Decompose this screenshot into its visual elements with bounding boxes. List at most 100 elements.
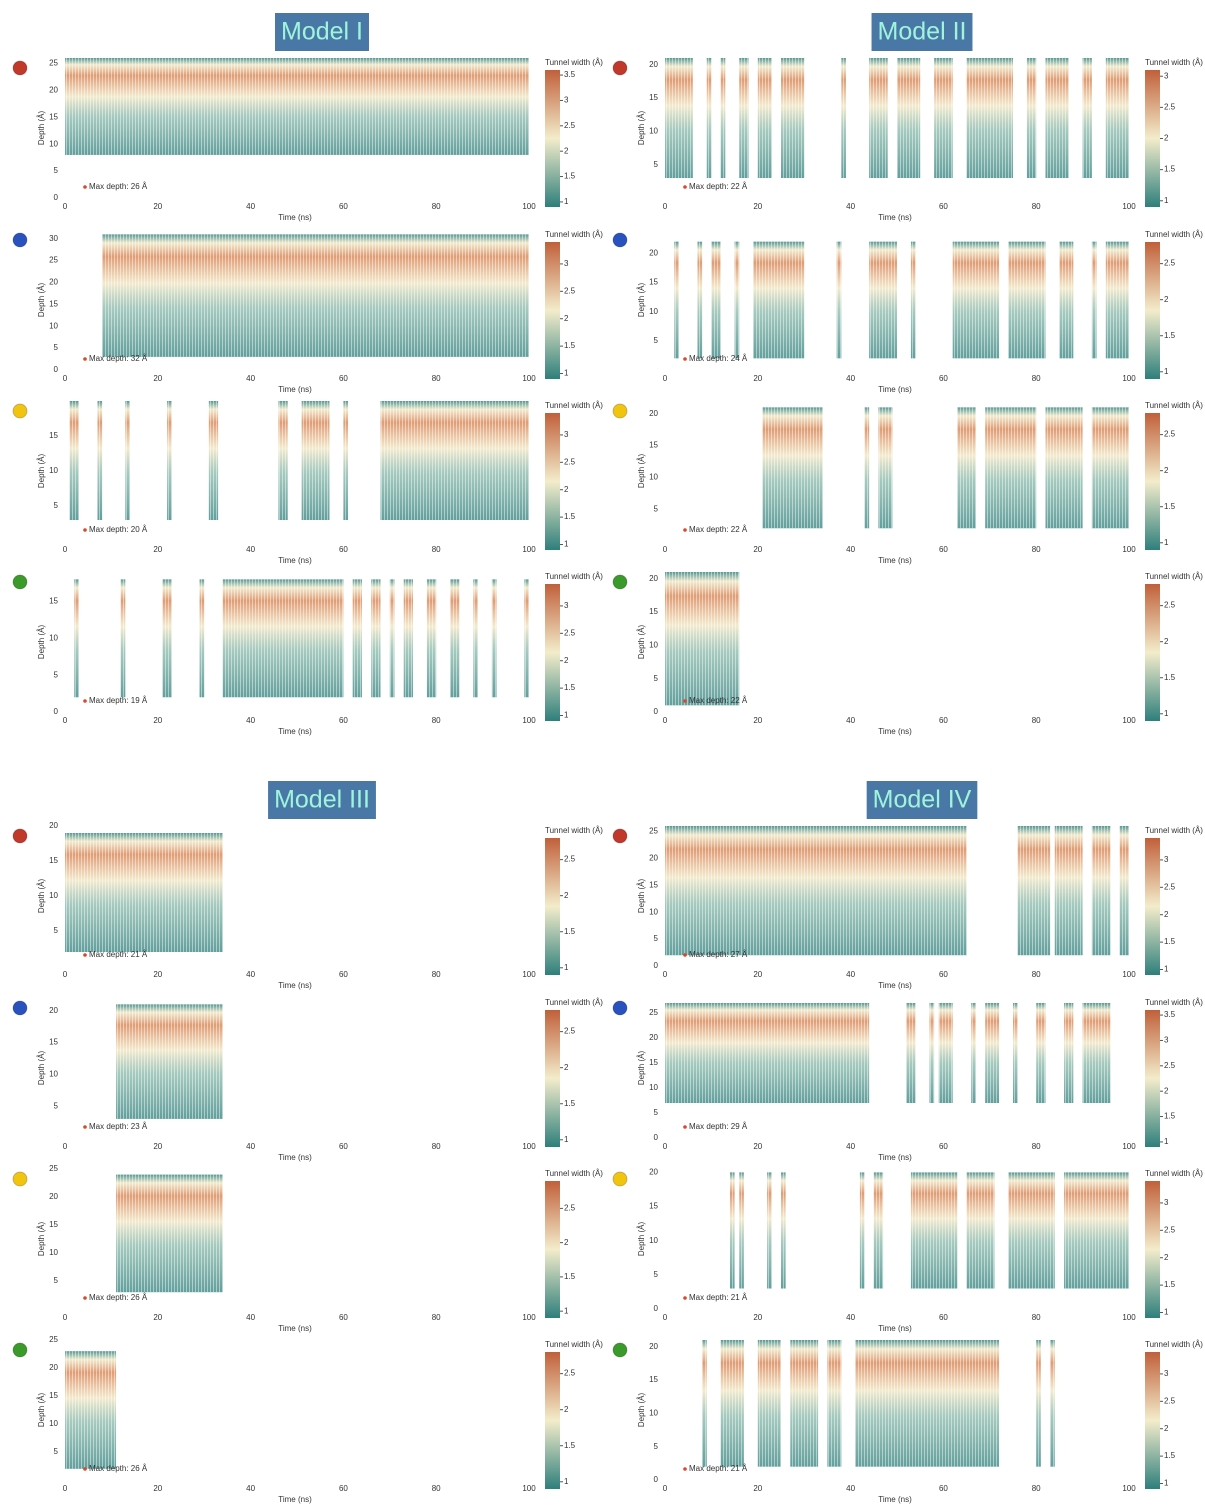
model-title-box (268, 781, 376, 819)
colorbar-title: Tunnel width (Å) (545, 401, 603, 410)
max-depth-label: Max depth: 20 Å (89, 525, 148, 534)
y-tick-label: 10 (649, 640, 658, 649)
texture (1091, 826, 1111, 956)
x-tick-label: 0 (63, 545, 68, 554)
y-tick-label: 25 (49, 1335, 58, 1344)
colorbar-title: Tunnel width (Å) (545, 998, 603, 1007)
max-depth-label: Max depth: 22 Å (689, 182, 748, 191)
y-tick-label: 5 (54, 1276, 59, 1285)
colorbar (1145, 242, 1160, 379)
texture (952, 241, 1000, 359)
colorbar-title: Tunnel width (Å) (1145, 1169, 1203, 1178)
colorbar-title: Tunnel width (Å) (545, 572, 603, 581)
max-depth-label: Max depth: 32 Å (89, 354, 148, 363)
x-tick-label: 80 (432, 1484, 441, 1493)
x-tick-label: 20 (153, 545, 162, 554)
texture (74, 579, 79, 698)
x-tick-label: 80 (1032, 970, 1041, 979)
x-tick-label: 60 (339, 1313, 348, 1322)
x-tick-label: 40 (246, 1313, 255, 1322)
max-depth-dot (683, 357, 687, 361)
y-tick-label: 20 (649, 248, 658, 257)
x-tick-label: 0 (663, 1313, 668, 1322)
texture (971, 1003, 976, 1103)
y-tick-label: 5 (54, 670, 59, 679)
x-tick-label: 0 (663, 374, 668, 383)
x-axis-label: Time (ns) (278, 1153, 312, 1162)
x-tick-label: 80 (1032, 716, 1041, 725)
x-axis-label: Time (ns) (278, 1495, 312, 1504)
y-axis-label: Depth (Å) (37, 1222, 46, 1257)
y-tick-label: 15 (649, 441, 658, 450)
y-tick-label: 15 (49, 1391, 58, 1400)
texture (873, 1172, 884, 1289)
x-axis-label: Time (ns) (278, 727, 312, 736)
y-tick-label: 10 (649, 1236, 658, 1245)
y-tick-label: 5 (54, 1101, 59, 1110)
max-depth-label: Max depth: 24 Å (689, 354, 748, 363)
colorbar (545, 838, 560, 975)
model-title-box (866, 781, 978, 819)
x-tick-label: 0 (663, 970, 668, 979)
y-tick-label: 0 (654, 707, 659, 716)
y-tick-label: 20 (649, 853, 658, 862)
x-tick-label: 0 (63, 716, 68, 725)
texture (1013, 1003, 1018, 1103)
colorbar-title: Tunnel width (Å) (545, 826, 603, 835)
colorbar-title: Tunnel width (Å) (1145, 230, 1203, 239)
colorbar (1145, 1181, 1160, 1318)
colorbar (1145, 70, 1160, 207)
texture (1008, 1172, 1055, 1289)
colorbar-tick-label: 2.5 (564, 457, 576, 466)
y-tick-label: 20 (49, 1363, 58, 1372)
colorbar-tick-label: 2.5 (1164, 259, 1176, 268)
texture (674, 241, 679, 359)
texture (855, 1340, 1000, 1467)
y-tick-label: 20 (49, 1192, 58, 1201)
texture (1091, 407, 1129, 529)
y-axis-label: Depth (Å) (37, 879, 46, 914)
max-depth-dot (683, 1125, 687, 1129)
x-tick-label: 100 (522, 545, 536, 554)
colorbar (545, 1010, 560, 1147)
colorbar-tick-label: 1.5 (1164, 937, 1176, 946)
y-axis-label: Depth (Å) (637, 1222, 646, 1257)
series-marker (612, 232, 628, 248)
max-depth-dot (83, 1296, 87, 1300)
texture (910, 1172, 958, 1289)
colorbar-tick-label: 3 (1164, 1036, 1169, 1045)
y-tick-label: 0 (54, 707, 59, 716)
y-tick-label: 15 (649, 278, 658, 287)
x-tick-label: 0 (663, 1142, 668, 1151)
colorbar (1145, 584, 1160, 721)
colorbar-tick-label: 2.5 (564, 628, 576, 637)
colorbar-tick-label: 1.5 (1164, 1451, 1176, 1460)
x-tick-label: 40 (246, 1142, 255, 1151)
texture (1026, 58, 1037, 178)
y-tick-label: 15 (649, 1058, 658, 1067)
texture (1017, 826, 1051, 956)
x-tick-label: 60 (339, 1484, 348, 1493)
y-tick-label: 0 (654, 1304, 659, 1313)
x-tick-label: 60 (939, 202, 948, 211)
x-tick-label: 20 (753, 202, 762, 211)
texture (836, 241, 842, 359)
texture (371, 579, 381, 698)
texture (859, 1172, 865, 1289)
x-tick-label: 60 (339, 374, 348, 383)
texture (739, 1172, 744, 1289)
x-tick-label: 60 (939, 545, 948, 554)
texture (753, 241, 805, 359)
texture (734, 241, 740, 359)
series-marker (12, 1000, 28, 1016)
colorbar-tick-label: 1.5 (564, 172, 576, 181)
texture (65, 58, 529, 155)
texture (69, 401, 79, 520)
texture (869, 58, 888, 178)
y-axis-label: Depth (Å) (37, 1051, 46, 1086)
y-axis-label: Depth (Å) (37, 625, 46, 660)
texture (1105, 241, 1129, 359)
texture (1105, 58, 1129, 178)
max-depth-dot (83, 185, 87, 189)
x-tick-label: 40 (246, 970, 255, 979)
